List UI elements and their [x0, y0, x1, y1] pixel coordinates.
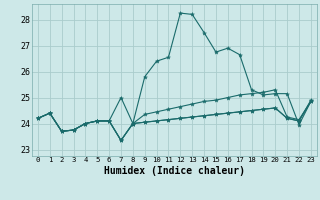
X-axis label: Humidex (Indice chaleur): Humidex (Indice chaleur)	[104, 166, 245, 176]
